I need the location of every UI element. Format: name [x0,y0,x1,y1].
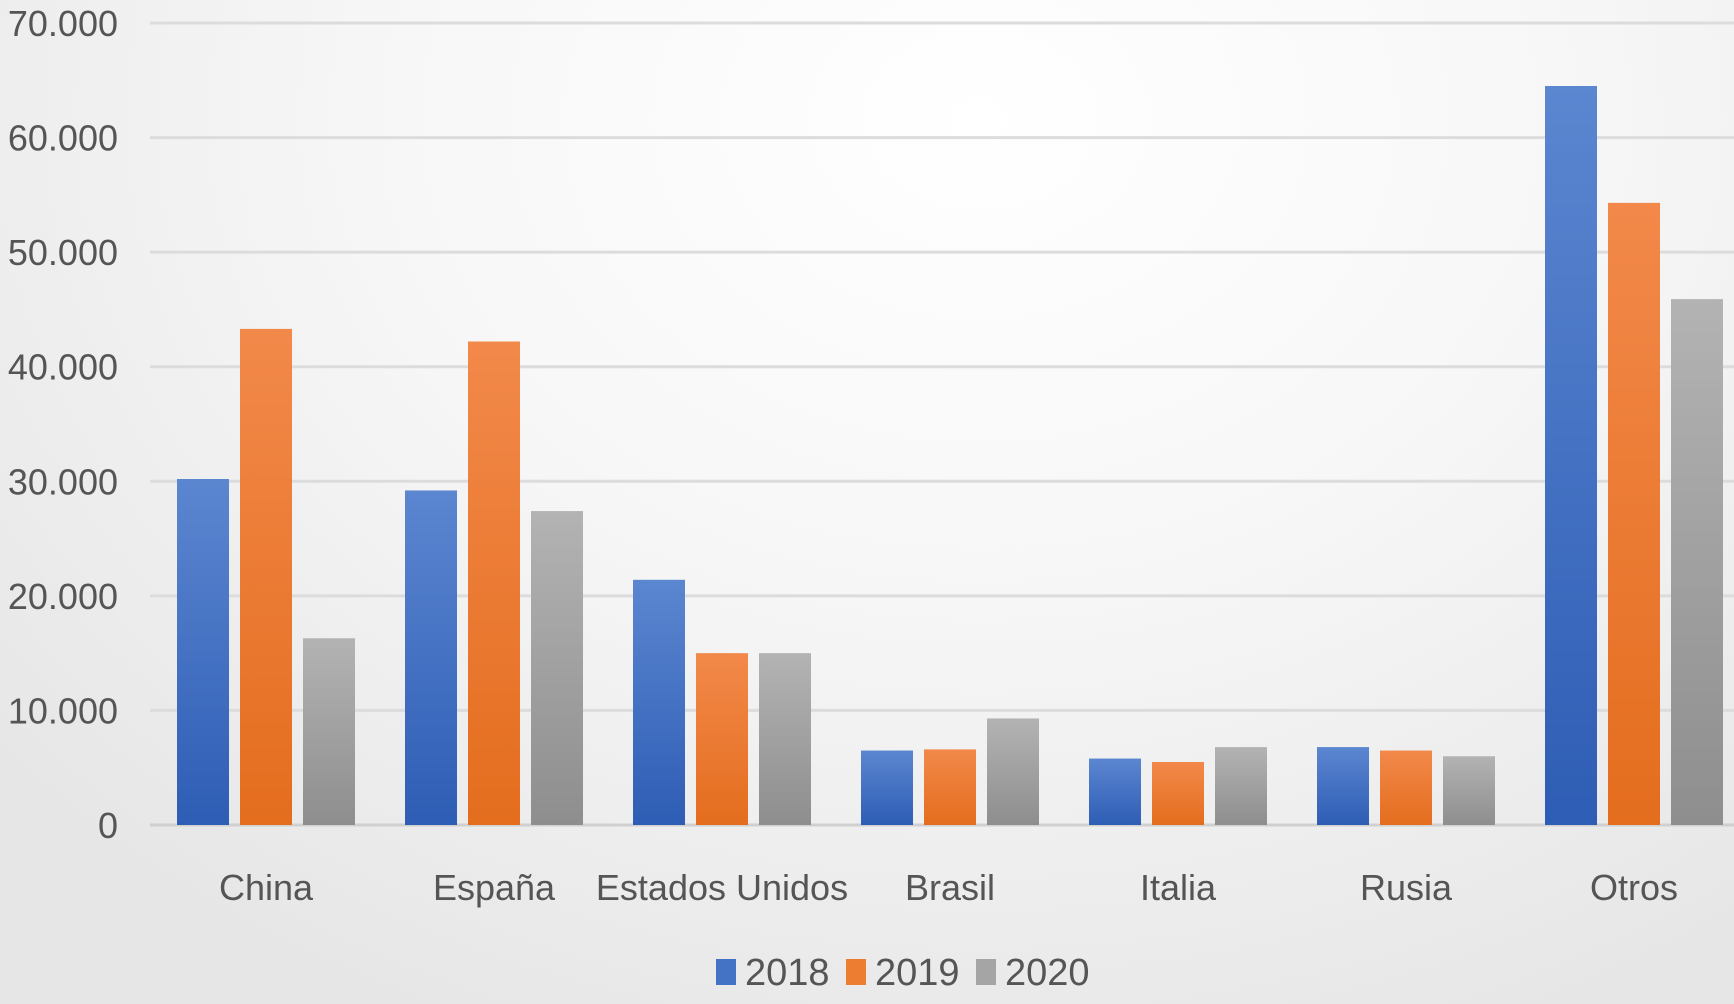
bar-2019-españa [468,341,520,825]
y-tick-label: 40.000 [8,347,118,388]
bars [177,86,1723,825]
bar-2018-otros [1545,86,1597,825]
bar-2020-rusia [1443,756,1495,825]
bar-2019-rusia [1380,750,1432,825]
y-tick-label: 10.000 [8,690,118,731]
bar-2020-china [303,638,355,825]
bar-2018-estados-unidos [633,579,685,825]
legend-swatch [976,959,996,985]
legend-label: 2019 [875,952,960,994]
bar-2018-rusia [1317,747,1369,825]
x-category-label: Rusia [1360,867,1453,908]
x-category-label: China [219,867,314,908]
y-tick-label: 50.000 [8,232,118,273]
bar-2018-italia [1089,758,1141,825]
bar-2020-italia [1215,747,1267,825]
bar-2018-brasil [861,750,913,825]
legend-swatch [846,959,866,985]
bar-2019-brasil [924,749,976,825]
bar-2019-otros [1608,202,1660,825]
bar-2018-china [177,478,229,825]
x-category-label: España [433,867,556,908]
bar-2020-otros [1671,299,1723,825]
bar-2020-españa [531,511,583,825]
bar-2019-china [240,328,292,825]
y-axis: 0 10.000 20.000 30.000 40.000 50.000 60.000 70.… [8,3,118,846]
x-axis: China España Estados Unidos Brasil Italia Rus… [219,867,1678,908]
y-tick-label: 20.000 [8,576,118,617]
y-tick-label: 0 [98,805,118,846]
legend-swatch [716,959,736,985]
x-category-label: Italia [1140,867,1217,908]
bar-2019-italia [1152,761,1204,825]
legend-label: 2020 [1005,952,1090,994]
y-tick-label: 60.000 [8,118,118,159]
bar-2020-brasil [987,718,1039,825]
y-tick-label: 30.000 [8,461,118,502]
bar-2020-estados-unidos [759,653,811,825]
bar-2018-españa [405,490,457,825]
legend-label: 2018 [745,952,830,994]
legend: 2018 2019 2020 [716,952,1090,994]
x-category-label: Brasil [905,867,995,908]
gridlines [150,21,1734,827]
y-tick-label: 70.000 [8,3,118,44]
x-category-label: Otros [1590,867,1678,908]
bar-2019-estados-unidos [696,653,748,825]
x-category-label: Estados Unidos [596,867,848,908]
